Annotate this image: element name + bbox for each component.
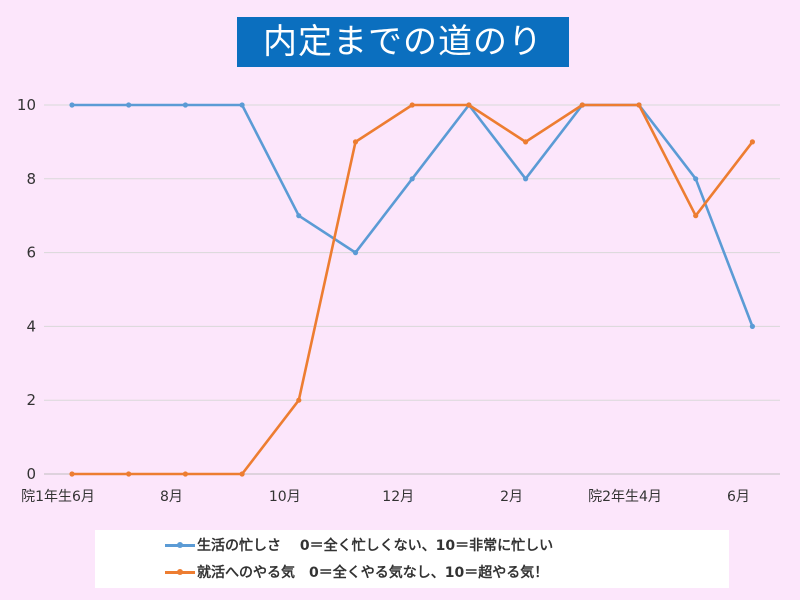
data-point bbox=[352, 139, 359, 145]
legend-swatch-motivation bbox=[165, 568, 195, 575]
data-point bbox=[296, 213, 302, 219]
chart-title: 内定までの道のり bbox=[237, 17, 569, 67]
gridlines bbox=[44, 104, 780, 475]
series-group bbox=[69, 102, 756, 477]
y-tick-label: 0 bbox=[26, 465, 36, 483]
legend-label-busyness: 生活の忙しさ 0＝全く忙しくない、10＝非常に忙しい bbox=[197, 538, 554, 554]
y-tick-label: 10 bbox=[17, 96, 36, 114]
x-tick-label: 6月 bbox=[727, 489, 750, 505]
data-point bbox=[126, 471, 132, 477]
data-point bbox=[409, 176, 415, 182]
data-point bbox=[693, 176, 699, 182]
y-tick-label: 8 bbox=[26, 170, 36, 188]
series-line-0 bbox=[72, 103, 754, 327]
legend-item-motivation: 就活へのやる気 0＝全くやる気なし、10＝超やる気！ bbox=[95, 559, 548, 585]
data-point bbox=[693, 213, 699, 219]
series-line-1 bbox=[72, 103, 754, 476]
data-point bbox=[69, 102, 75, 108]
y-tick-label: 4 bbox=[26, 317, 36, 335]
data-point bbox=[466, 102, 472, 108]
data-point bbox=[636, 102, 642, 108]
data-point bbox=[182, 471, 188, 477]
data-point bbox=[523, 139, 529, 145]
x-tick-label: 2月 bbox=[500, 489, 523, 505]
x-tick-label: 10月 bbox=[269, 489, 301, 505]
x-tick-label: 院2年生4月 bbox=[588, 489, 662, 505]
legend-swatch-busyness bbox=[165, 541, 195, 548]
y-axis: 0 2 4 6 8 10 bbox=[17, 96, 36, 483]
data-point bbox=[523, 176, 529, 182]
legend-label-motivation: 就活へのやる気 0＝全くやる気なし、10＝超やる気！ bbox=[197, 565, 549, 581]
legend: 生活の忙しさ 0＝全く忙しくない、10＝非常に忙しい 就活へのやる気 0＝全くや… bbox=[95, 530, 729, 588]
data-point bbox=[352, 250, 359, 256]
data-point bbox=[69, 471, 75, 477]
data-point bbox=[749, 139, 756, 145]
data-point bbox=[579, 102, 585, 108]
legend-item-busyness: 生活の忙しさ 0＝全く忙しくない、10＝非常に忙しい bbox=[95, 532, 553, 558]
y-tick-label: 6 bbox=[26, 244, 36, 262]
data-point bbox=[749, 323, 756, 329]
data-point bbox=[239, 102, 245, 108]
data-point bbox=[126, 102, 132, 108]
x-tick-label: 12月 bbox=[382, 489, 414, 505]
data-point bbox=[409, 102, 415, 108]
data-point bbox=[296, 397, 302, 403]
x-tick-label: 8月 bbox=[160, 489, 183, 505]
x-axis: 院1年生6月 8月 10月 12月 2月 院2年生4月 6月 bbox=[21, 489, 750, 505]
data-point bbox=[239, 471, 245, 477]
y-tick-label: 2 bbox=[26, 391, 36, 409]
x-tick-label: 院1年生6月 bbox=[21, 489, 95, 505]
data-point bbox=[182, 102, 188, 108]
